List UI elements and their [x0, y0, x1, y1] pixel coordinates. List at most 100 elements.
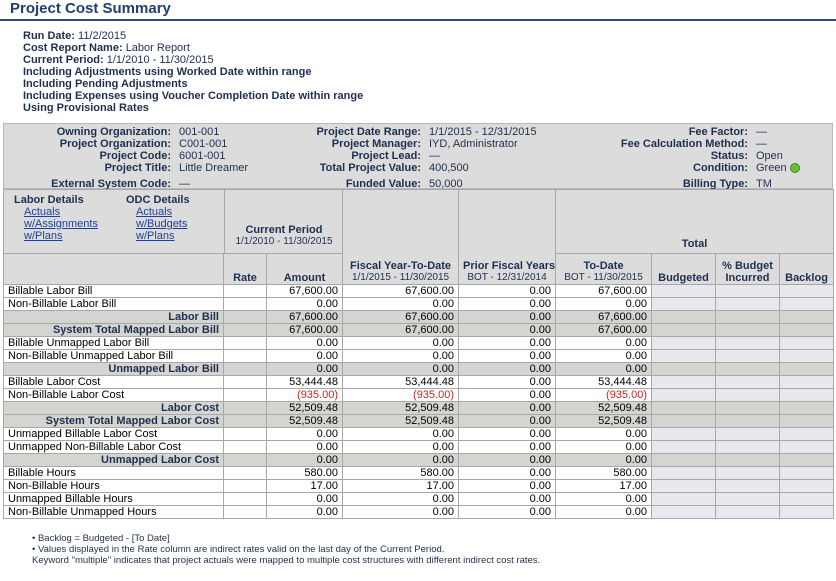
labor-assignments-link[interactable]: w/Assignments [24, 218, 98, 230]
row-label: Non-Billable Labor Cost [3, 388, 224, 402]
footnote-1: • Backlog = Budgeted - [To Date] [32, 533, 170, 544]
owning-org: 001-001 [179, 126, 220, 138]
prior-cell: 0.00 [458, 323, 557, 337]
ytd-cell: 0.00 [342, 362, 460, 376]
total-value-label: Total Project Value: [319, 162, 421, 174]
condition-label: Condition: [693, 162, 748, 174]
rate-cell [223, 414, 267, 428]
pct-budget-cell [715, 466, 781, 480]
date-range-label: Project Date Range: [316, 126, 421, 138]
todate-cell: 52,509.48 [555, 414, 653, 428]
amount-cell: 0.00 [265, 297, 344, 311]
fee-method-label: Fee Calculation Method: [620, 138, 748, 150]
prior-cell: 0.00 [458, 388, 557, 402]
table-row: Unmapped Non-Billable Labor Cost 0.00 0.00… [3, 440, 835, 454]
table-row: Billable Labor Bill 67,600.00 67,600.00 0.0… [3, 284, 835, 298]
row-label: Billable Labor Bill [3, 284, 224, 298]
amount-cell: 0.00 [265, 505, 344, 519]
run-date-label: Run Date: [23, 30, 75, 42]
todate-cell: 67,600.00 [555, 310, 653, 324]
ytd-cell: 0.00 [342, 440, 460, 454]
pct-budget-cell [715, 505, 781, 519]
amount-cell: 52,509.48 [265, 414, 344, 428]
budgeted-cell [651, 323, 717, 337]
backlog-cell [779, 453, 835, 467]
project-title: Little Dreamer [179, 162, 249, 174]
manager: IYD, Administrator [429, 138, 518, 150]
prior-fiscal-title: Prior Fiscal Years [463, 260, 556, 272]
rate-cell [223, 505, 267, 519]
rate-header: Rate [223, 253, 267, 285]
todate-cell: 0.00 [555, 427, 653, 441]
pct-budget-cell [715, 388, 781, 402]
date-range: 1/1/2015 - 12/31/2015 [429, 126, 537, 138]
rate-cell [223, 323, 267, 337]
pct-budget-cell [715, 479, 781, 493]
prior-cell: 0.00 [458, 414, 557, 428]
to-date-range: BOT - 11/30/2015 [564, 272, 643, 283]
prior-cell: 0.00 [458, 284, 557, 298]
ytd-cell: 0.00 [342, 505, 460, 519]
table-row: Non-Billable Hours 17.00 17.00 0.00 17.00 [3, 479, 835, 493]
amount-cell: 67,600.00 [265, 310, 344, 324]
odc-details: ODC Details Actuals w/Budgets w/Plans [126, 194, 238, 242]
cost-table-body: Billable Labor Bill 67,600.00 67,600.00 0.0… [3, 284, 835, 519]
title-bar: Project Cost Summary [0, 0, 836, 21]
labor-plans-link[interactable]: w/Plans [24, 230, 63, 242]
prior-cell: 0.00 [458, 336, 557, 350]
current-period-range: 1/1/2010 - 11/30/2015 [235, 236, 333, 247]
pct-budget-cell [715, 349, 781, 363]
todate-cell: 0.00 [555, 453, 653, 467]
odc-budgets-link[interactable]: w/Budgets [136, 218, 188, 230]
rate-cell [223, 440, 267, 454]
pct-budget-cell [715, 336, 781, 350]
amount-cell: 67,600.00 [265, 323, 344, 337]
prior-cell: 0.00 [458, 492, 557, 506]
condition-indicator-icon[interactable] [789, 163, 800, 174]
todate-cell: 0.00 [555, 492, 653, 506]
ytd-cell: 0.00 [342, 336, 460, 350]
lead-label: Project Lead: [351, 150, 421, 162]
prior-cell: 0.00 [458, 440, 557, 454]
budgeted-cell [651, 505, 717, 519]
condition: Green [756, 162, 787, 174]
table-row: Billable Unmapped Labor Bill 0.00 0.00 0.00… [3, 336, 835, 350]
table-row: System Total Mapped Labor Bill 67,600.00 6… [3, 323, 835, 337]
funded: 50,000 [429, 178, 463, 190]
project-org-label: Project Organization: [59, 138, 171, 150]
prior-cell: 0.00 [458, 362, 557, 376]
ytd-cell: 67,600.00 [342, 323, 460, 337]
ytd-cell: 0.00 [342, 349, 460, 363]
todate-cell: (935.00) [555, 388, 653, 402]
amount-cell: 580.00 [265, 466, 344, 480]
amount-cell: 0.00 [265, 362, 344, 376]
ytd-cell: 67,600.00 [342, 310, 460, 324]
todate-cell: 0.00 [555, 440, 653, 454]
labor-actuals-link[interactable]: Actuals [24, 206, 61, 218]
fee-method: — [756, 138, 767, 150]
amount-cell: 52,509.48 [265, 401, 344, 415]
rate-cell [223, 401, 267, 415]
ytd-cell: 17.00 [342, 479, 460, 493]
ytd-cell: 0.00 [342, 297, 460, 311]
prior-cell: 0.00 [458, 453, 557, 467]
period-label: Current Period: [23, 54, 104, 66]
prior-fiscal-range: BOT - 12/31/2014 [467, 272, 547, 283]
row-label: System Total Mapped Labor Bill [3, 323, 224, 337]
rate-cell [223, 388, 267, 402]
current-period-title: Current Period [245, 224, 323, 236]
odc-plans-link[interactable]: w/Plans [136, 230, 175, 242]
odc-actuals-link[interactable]: Actuals [136, 206, 173, 218]
backlog-cell [779, 310, 835, 324]
row-label: Billable Unmapped Labor Bill [3, 336, 224, 350]
amount-cell: 53,444.48 [265, 375, 344, 389]
billing-label: Billing Type: [682, 178, 748, 190]
rate-cell [223, 284, 267, 298]
table-row: Non-Billable Labor Cost (935.00) (935.00) 0… [3, 388, 835, 402]
backlog-cell [779, 427, 835, 441]
project-header-panel: Owning Organization: 001-001 Project Orga… [3, 123, 833, 190]
pct-budget-header: % Budget Incurred [715, 253, 781, 285]
row-label: Unmapped Non-Billable Labor Cost [3, 440, 224, 454]
project-org: C001-001 [179, 138, 228, 150]
todate-cell: 0.00 [555, 297, 653, 311]
